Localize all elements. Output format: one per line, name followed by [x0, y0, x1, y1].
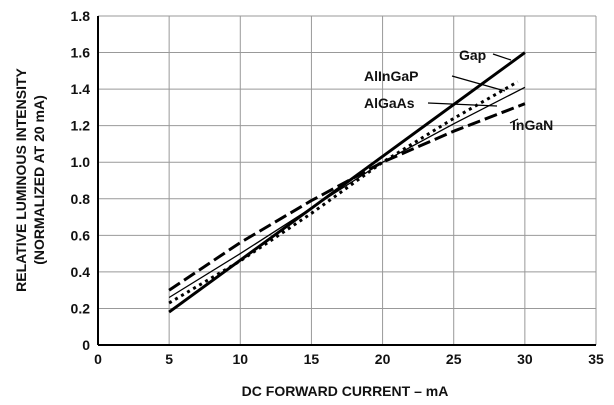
- x-tick-label: 35: [588, 351, 604, 367]
- x-tick-label: 0: [94, 351, 102, 367]
- y-tick-label: 1.4: [71, 81, 91, 97]
- y-axis-title-line-2: (NORMALIZED AT 20 mA): [31, 95, 47, 265]
- y-axis-title-line-1: RELATIVE LUMINOUS INTENSITY: [13, 67, 29, 291]
- y-tick-label: 0.2: [71, 300, 91, 316]
- series-line-alingap: [168, 80, 519, 305]
- series-line-ingan: [168, 102, 526, 292]
- y-tick-label: 0: [82, 337, 90, 353]
- tick-labels: 0 5 10 15 20 25 30 35 0 0.2 0.4 0.6 0.8 1.0 1.2 1.4 1.6 1…: [71, 8, 604, 367]
- label-leader-lines: [427, 53, 519, 124]
- grid: [97, 15, 597, 346]
- y-tick-label: 1.0: [71, 154, 91, 170]
- y-tick-label: 0.4: [71, 264, 91, 280]
- x-axis-title: DC FORWARD CURRENT – mA: [242, 383, 449, 399]
- leader-line-algaas: [427, 102, 498, 107]
- leader-line-ingan: [509, 118, 519, 124]
- series-label-alingap: AlInGaP: [364, 68, 418, 84]
- y-tick-label: 1.6: [71, 45, 91, 61]
- leader-line-alingap: [451, 75, 506, 92]
- x-tick-label: 5: [165, 351, 173, 367]
- y-tick-label: 1.2: [71, 118, 91, 134]
- series-lines: [168, 51, 526, 314]
- leader-line-gap: [492, 53, 512, 61]
- x-tick-label: 10: [232, 351, 248, 367]
- x-tick-label: 30: [517, 351, 533, 367]
- x-tick-label: 25: [446, 351, 462, 367]
- series-line-algaas: [168, 86, 526, 299]
- x-tick-label: 20: [375, 351, 391, 367]
- y-tick-label: 0.8: [71, 191, 91, 207]
- x-tick-label: 15: [304, 351, 320, 367]
- series-label-ingan: InGaN: [512, 117, 553, 133]
- y-tick-label: 0.6: [71, 227, 91, 243]
- series-label-algaas: AlGaAs: [364, 95, 415, 111]
- series-label-gap: Gap: [459, 47, 486, 63]
- y-tick-label: 1.8: [71, 8, 91, 24]
